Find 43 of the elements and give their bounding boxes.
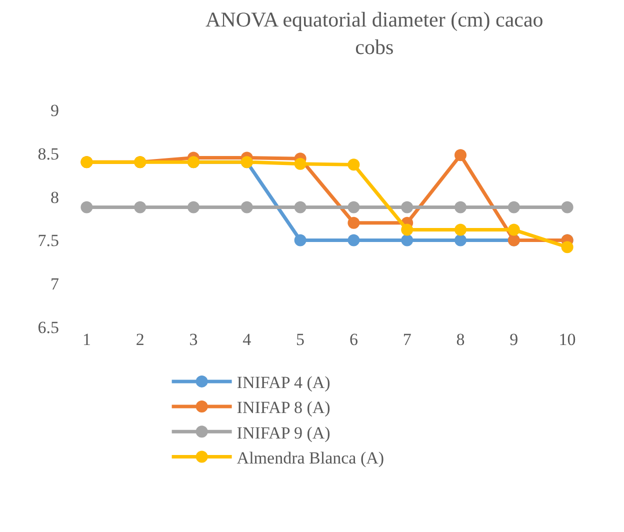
point xyxy=(240,201,253,214)
legend-label: INIFAP 9 (A) xyxy=(236,423,330,442)
legend-label: INIFAP 4 (A) xyxy=(236,373,330,392)
x-tick-label: 8 xyxy=(456,330,465,349)
point xyxy=(454,201,466,214)
point xyxy=(508,224,520,236)
point xyxy=(80,201,93,214)
point xyxy=(454,149,466,162)
point xyxy=(561,201,574,214)
x-tick-label: 2 xyxy=(136,330,144,349)
y-tick-label: 7.5 xyxy=(38,231,59,250)
y-tick-label: 8.5 xyxy=(38,144,59,164)
y-tick-label: 9 xyxy=(50,100,59,120)
x-tick-label: 6 xyxy=(349,330,358,349)
point xyxy=(134,201,146,214)
point xyxy=(561,241,574,254)
y-tick-label: 8 xyxy=(50,188,59,207)
x-tick-label: 10 xyxy=(558,330,576,349)
legend-label: Almendra Blanca (A) xyxy=(236,448,384,468)
x-tick-label: 7 xyxy=(402,330,412,349)
point xyxy=(348,158,360,171)
x-tick-label: 4 xyxy=(242,330,252,349)
x-tick-label: 9 xyxy=(510,330,518,349)
point xyxy=(188,201,200,214)
x-tick-label: 5 xyxy=(296,330,305,349)
chart-title: ANOVA equatorial diameter (cm) cacao cobs xyxy=(205,8,544,59)
point xyxy=(294,234,306,246)
point xyxy=(294,201,306,214)
point xyxy=(348,216,360,229)
point xyxy=(401,201,414,214)
point xyxy=(454,224,466,236)
point xyxy=(508,201,520,214)
y-tick-label: 6.5 xyxy=(38,318,59,337)
x-tick-label: 3 xyxy=(189,330,198,349)
point xyxy=(348,234,360,246)
legend-label: INIFAP 8 (A) xyxy=(236,398,330,418)
point xyxy=(401,224,414,236)
y-tick-label: 7 xyxy=(50,274,60,294)
point xyxy=(294,158,306,170)
point xyxy=(454,234,466,246)
point xyxy=(401,234,414,246)
x-tick-label: 1 xyxy=(82,330,91,349)
point xyxy=(348,201,360,214)
